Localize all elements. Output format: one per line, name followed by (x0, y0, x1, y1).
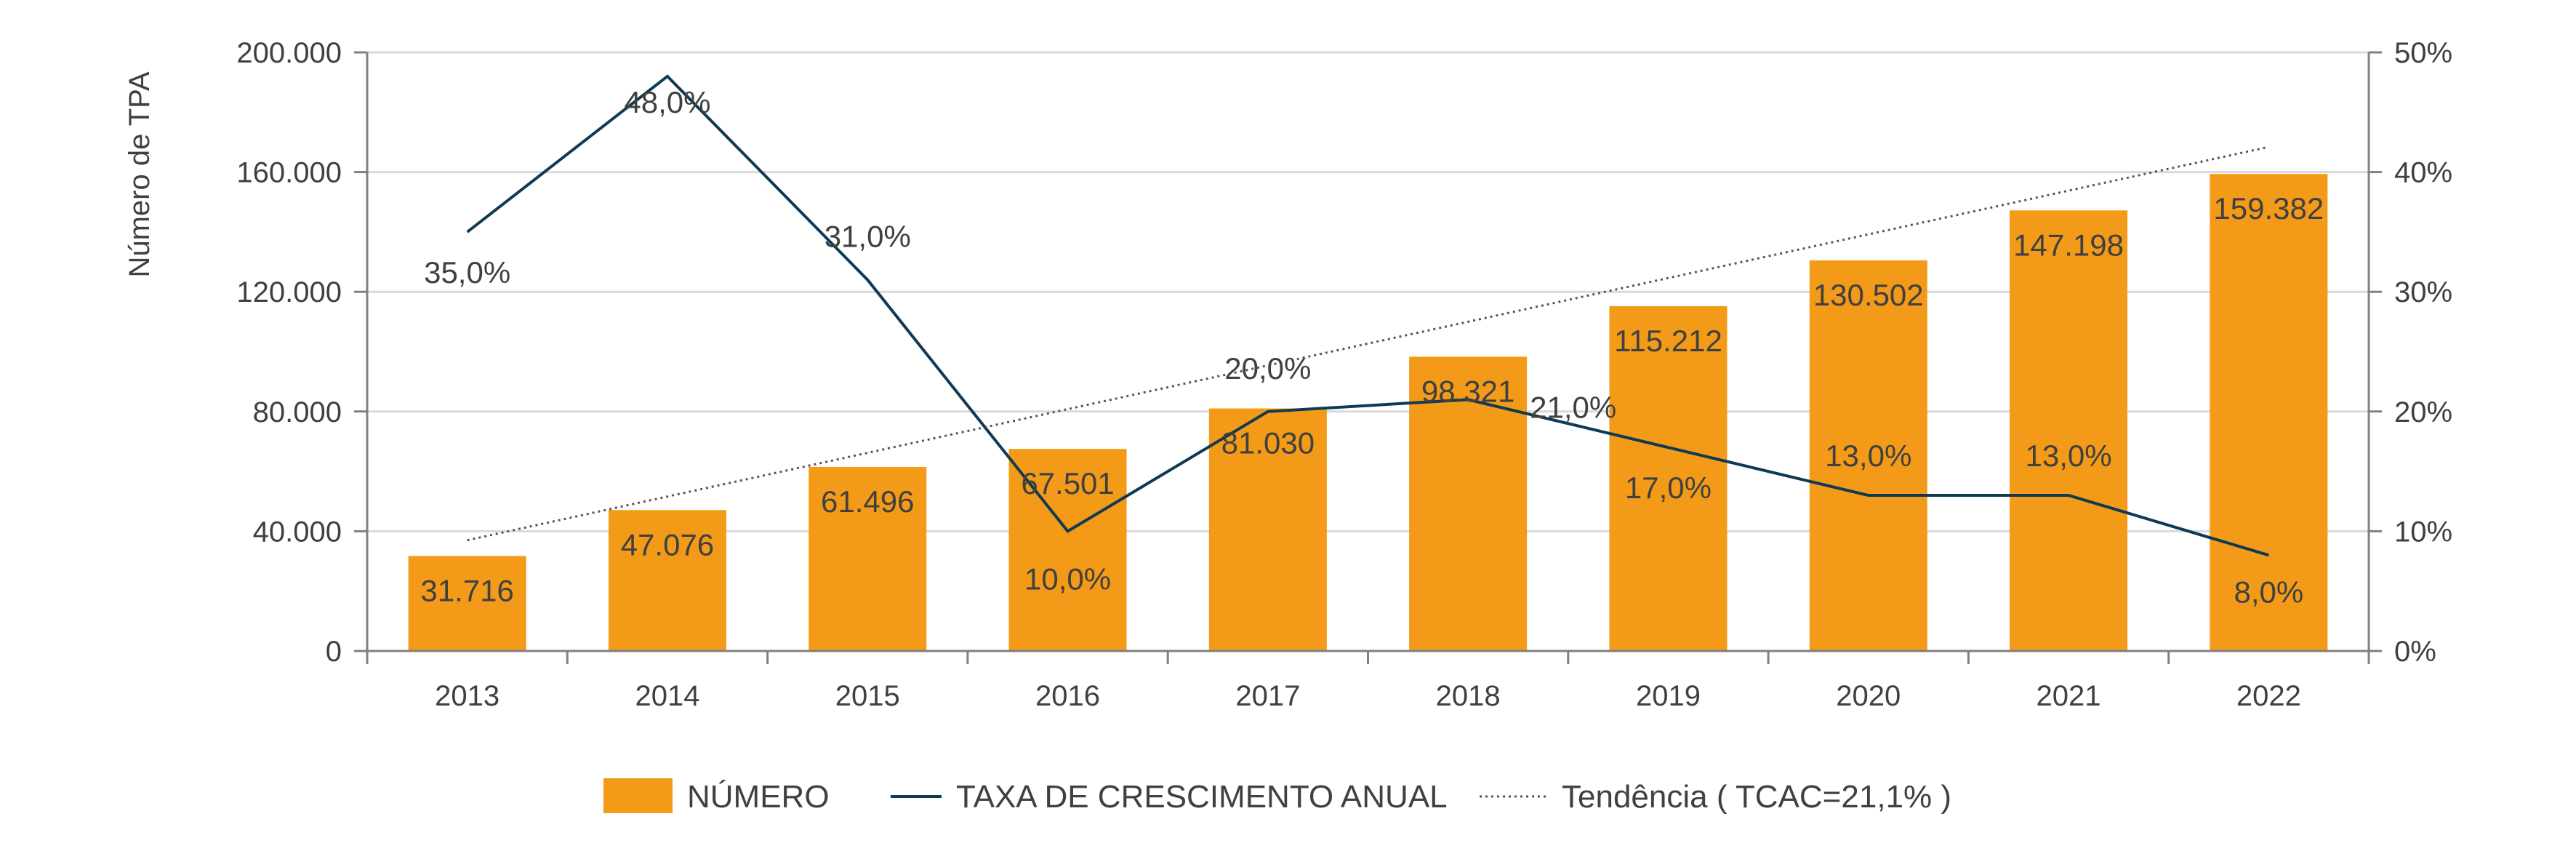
bar-value-label: 147.198 (2013, 228, 2124, 262)
y-left-tick-label: 200.000 (236, 37, 342, 69)
legend-label-trend: Tendência ( TCAC=21,1% ) (1562, 779, 1951, 815)
y-right-tick-label: 0% (2394, 636, 2436, 668)
line-value-label: 13,0% (2026, 439, 2112, 473)
bar-value-label: 130.502 (1813, 278, 1924, 312)
y-left-tick-label: 160.000 (236, 157, 342, 189)
bar-value-label: 61.496 (821, 484, 914, 519)
bar (608, 510, 726, 651)
bar-value-label: 115.212 (1614, 324, 1722, 358)
legend-label-bar: NÚMERO (687, 779, 830, 815)
bar (408, 556, 526, 651)
x-tick-label: 2017 (1235, 680, 1300, 712)
legend: NÚMERO TAXA DE CRESCIMENTO ANUAL Tendência… (603, 778, 1951, 815)
bar (2210, 174, 2328, 651)
x-tick-label: 2013 (435, 680, 499, 712)
y-right-tick-label: 10% (2394, 516, 2452, 548)
x-tick-label: 2022 (2236, 680, 2301, 712)
y-left-tick-label: 40.000 (253, 516, 342, 548)
x-tick-label: 2018 (1436, 680, 1501, 712)
x-tick-label: 2019 (1636, 680, 1701, 712)
y-right-tick-label: 30% (2394, 276, 2452, 308)
line-value-label: 48,0% (624, 85, 710, 119)
bar-labels: 31.716 47.076 61.496 67.501 81.030 98.321 115.… (420, 191, 2324, 607)
line-value-label: 10,0% (1024, 562, 1111, 596)
line-value-label: 35,0% (424, 255, 510, 289)
trend-line (467, 145, 2269, 542)
bar (1609, 305, 1728, 651)
y-right-tick-label: 50% (2394, 37, 2452, 69)
line-value-label: 8,0% (2234, 575, 2303, 609)
y-left-tick-label: 0 (326, 636, 342, 668)
y-left-tick-label: 120.000 (236, 276, 342, 308)
axes (354, 51, 2382, 664)
line-value-label: 13,0% (1825, 439, 1911, 473)
x-tick-label: 2020 (1836, 680, 1901, 712)
bar-value-label: 31.716 (420, 573, 513, 607)
x-tick-label: 2014 (635, 680, 699, 712)
growth-rate-line (466, 74, 2269, 557)
bar (1809, 260, 1927, 652)
y-left-tick-label: 80.000 (253, 396, 342, 428)
bar (2010, 210, 2128, 651)
line-value-label: 31,0% (824, 220, 911, 254)
line-value-label: 17,0% (1625, 471, 1712, 505)
bar-series (408, 174, 2328, 652)
bar (1409, 356, 1528, 651)
bar-value-label: 67.501 (1021, 466, 1114, 500)
bar-value-label: 159.382 (2213, 191, 2324, 225)
bar-value-label: 81.030 (1221, 426, 1315, 460)
bar-value-label: 98.321 (1421, 374, 1514, 408)
y-right-tick-label: 20% (2394, 396, 2452, 428)
line-labels: 35,0% 48,0% 31,0% 10,0% 20,0% 21,0% 17,0% 13,0%… (424, 85, 2303, 609)
y-right-tick-label: 40% (2394, 157, 2452, 189)
y-axis-label: Número de TPA (124, 71, 156, 277)
x-tick-label: 2016 (1035, 680, 1100, 712)
x-tick-label: 2015 (835, 680, 900, 712)
bar (1208, 408, 1327, 651)
line-value-label: 21,0% (1530, 390, 1616, 424)
legend-label-line: TAXA DE CRESCIMENTO ANUAL (956, 779, 1448, 815)
x-tick-label: 2021 (2037, 680, 2101, 712)
legend-swatch-bar (603, 778, 673, 813)
line-value-label: 20,0% (1224, 351, 1311, 385)
line-series (466, 74, 2269, 557)
bar (808, 466, 927, 651)
bar-value-label: 47.076 (621, 527, 714, 562)
trend-series (467, 145, 2269, 542)
tick-labels: 0 40.000 80.000 120.000 160.000 200.000 0% 10% 2… (236, 37, 2452, 712)
